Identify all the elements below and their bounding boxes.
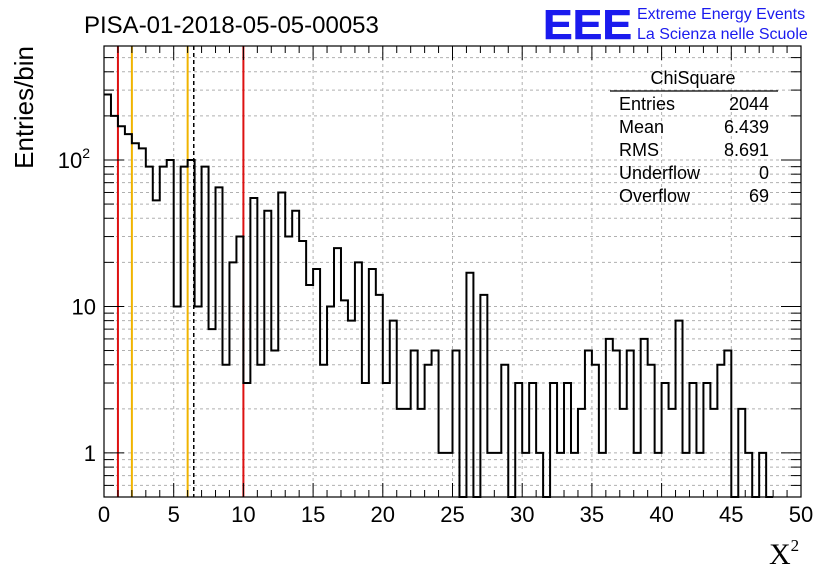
x-tick-label: 35 [580, 502, 604, 527]
x-tick-label: 5 [168, 502, 180, 527]
y-tick-label-base: 1 [84, 441, 96, 466]
x-tick-label: 45 [719, 502, 743, 527]
stats-row-value: 8.691 [724, 140, 769, 160]
x-tick-label: 20 [371, 502, 395, 527]
y-tick-label: 10 [72, 294, 96, 319]
chart-title: PISA-01-2018-05-05-00053 [84, 12, 379, 39]
x-tick-label: 10 [231, 502, 255, 527]
x-axis-label: X2 [769, 536, 799, 571]
stats-row-label: Overflow [619, 186, 691, 206]
stats-row-label: Mean [619, 117, 664, 137]
eee-logo: EEE Extreme Energy Events La Scienza nel… [543, 1, 808, 49]
x-tick-label: 15 [301, 502, 325, 527]
x-tick-label: 25 [440, 502, 464, 527]
stats-box: ChiSquare Entries 2044 Mean 6.439 RMS 8.691 Un… [610, 68, 778, 206]
axis-ticks [103, 45, 802, 498]
stats-row-label: Underflow [619, 163, 701, 183]
eee-logo-line2: La Scienza nelle Scuole [637, 26, 808, 43]
stats-row-value: 6.439 [724, 117, 769, 137]
x-tick-label: 30 [510, 502, 534, 527]
histogram-outline [104, 93, 774, 498]
histogram-series [104, 93, 774, 498]
y-tick-label: 1 [84, 441, 96, 466]
eee-logo-line1: Extreme Energy Events [637, 6, 805, 23]
y-tick-label-base: 10 [58, 148, 82, 173]
x-tick-label: 0 [98, 502, 110, 527]
x-axis-label-main: X [769, 538, 791, 571]
y-tick-label-base: 10 [72, 294, 96, 319]
stats-row-value: 0 [759, 163, 769, 183]
stats-row-label: RMS [619, 140, 659, 160]
stats-row-value: 69 [749, 186, 769, 206]
y-axis-label: Entries/bin [9, 46, 39, 169]
stats-row-value: 2044 [729, 94, 769, 114]
x-axis-label-superscript: 2 [791, 536, 800, 555]
y-tick-label-exponent: 2 [82, 145, 90, 161]
x-tick-label: 50 [789, 502, 813, 527]
eee-logo-mark: EEE [543, 1, 632, 48]
stats-row-label: Entries [619, 94, 675, 114]
x-tick-label: 40 [649, 502, 673, 527]
stats-box-title: ChiSquare [650, 68, 735, 88]
y-tick-label: 102 [58, 145, 90, 173]
